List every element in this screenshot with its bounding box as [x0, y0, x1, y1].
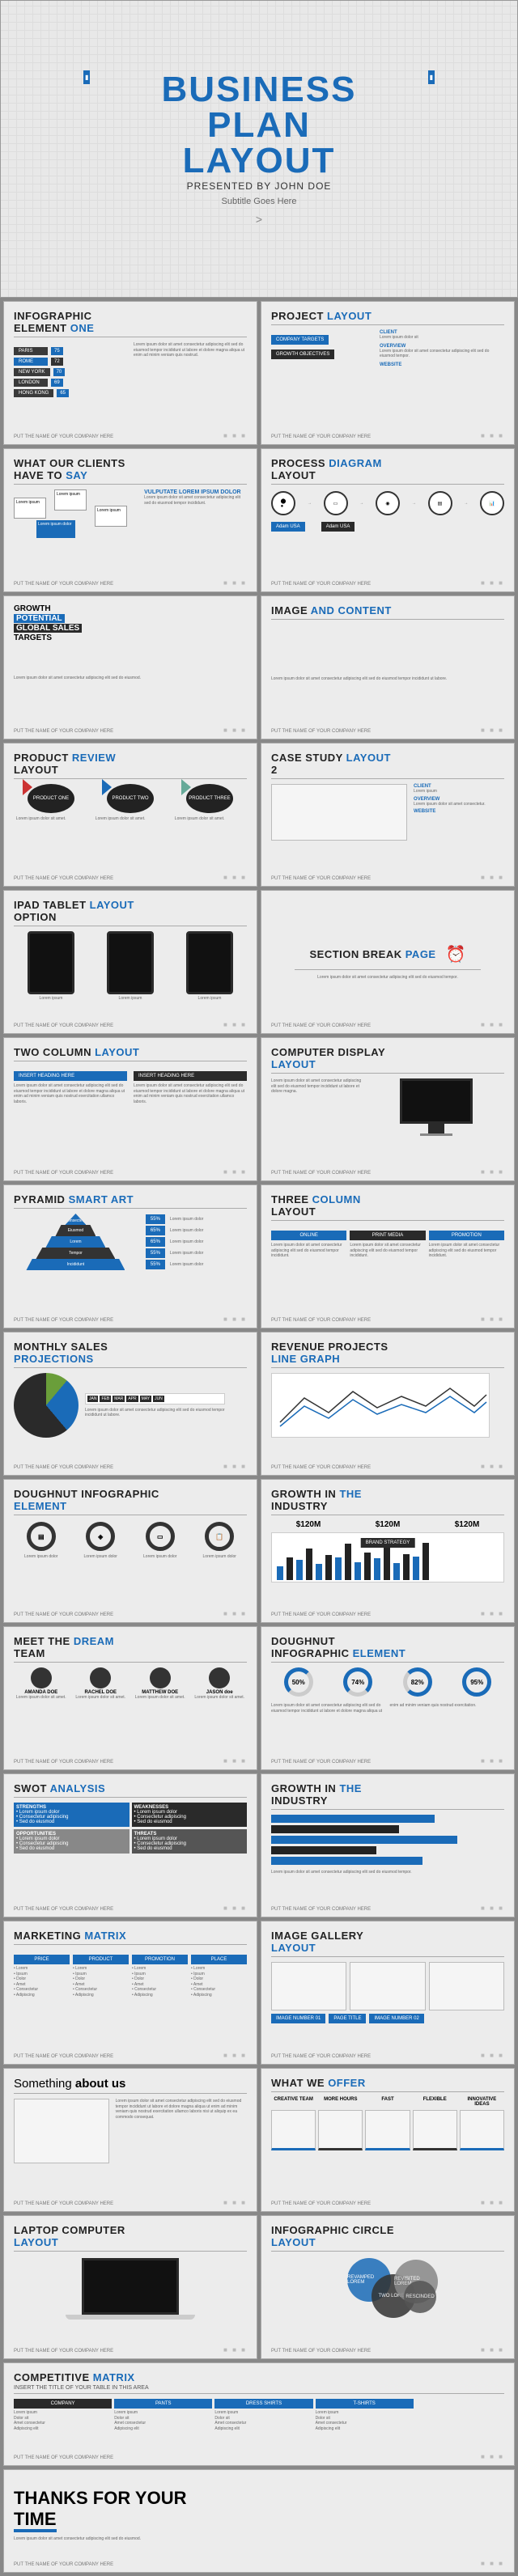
slide-pyramid[interactable]: PYRAMID SMART ART Consectetur Eiusmod Lo…	[3, 1184, 257, 1328]
laptop-icon	[14, 2258, 247, 2320]
donut-row: ▤◈▭📋	[14, 1522, 247, 1551]
callout: VULPUTATE LOREM IPSUM DOLOR	[144, 489, 247, 495]
slide-clients-say[interactable]: WHAT OUR CLIENTSHAVE TO SAY Lorem ipsum …	[3, 448, 257, 592]
hero-presenter: PRESENTED BY JOHN DOE	[187, 180, 332, 192]
team-row: AMANDA DOELorem ipsum dolor sit amet. RA…	[14, 1667, 247, 1701]
swot-grid: STRENGTHS• Lorem ipsum dolor• Consectetu…	[14, 1803, 247, 1854]
slide-thanks[interactable]: THANKS FOR YOURTIME Lorem ipsum dolor si…	[3, 2469, 515, 2573]
monitor-icon	[368, 1078, 504, 1136]
bar-label: PARIS	[14, 347, 48, 355]
hero-title-3: LAYOUT	[183, 143, 336, 179]
tag: GROWTH OBJECTIVES	[271, 350, 334, 359]
pie-chart	[14, 1373, 79, 1438]
table-subtitle: INSERT THE TITLE OF YOUR TABLE IN THIS A…	[14, 2385, 504, 2391]
hero-title-2: PLAN	[207, 108, 311, 143]
t: ONE	[70, 322, 95, 334]
t: LAYOUT	[327, 310, 372, 322]
slide-doughnut-percent[interactable]: DOUGHNUTINFOGRAPHIC ELEMENT 50% 74% 82% …	[261, 1626, 515, 1770]
page-dots: ■ ■ ■	[223, 432, 247, 439]
grouped-bar-chart: BRAND STRATEGY	[271, 1532, 504, 1582]
clock-icon: ⏰	[446, 944, 466, 964]
tag: Adam USA	[271, 522, 305, 532]
accent-mark: ▮	[83, 70, 90, 84]
slide-grid: INFOGRAPHICELEMENT ONE PARIS75 ROME72 NE…	[0, 298, 518, 2576]
slide-case-study[interactable]: CASE STUDY LAYOUT2 CLIENTLorem ipsum OVE…	[261, 743, 515, 887]
accent-mark: ▮	[428, 70, 435, 84]
image-placeholder	[14, 2099, 109, 2163]
slide-computer-display[interactable]: COMPUTER DISPLAYLAYOUT Lorem ipsum dolor…	[261, 1037, 515, 1181]
hbar-chart	[271, 1815, 504, 1865]
slide-swot[interactable]: SWOT ANALYSIS STRENGTHS• Lorem ipsum dol…	[3, 1773, 257, 1917]
slide-footer: PUT THE NAME OF YOUR COMPANY HERE	[14, 434, 113, 439]
slide-doughnut-element[interactable]: DOUGHNUT INFOGRAPHICELEMENT ▤◈▭📋 Lorem i…	[3, 1479, 257, 1623]
product-ovals: PRODUCT ONE PRODUCT TWO PRODUCT THREE	[14, 784, 247, 813]
slide-about-us[interactable]: Something about us Lorem ipsum dolor sit…	[3, 2068, 257, 2212]
venn-diagram: REVAMPED LOREM TWO LOREM REVISITED LOREM…	[331, 2258, 444, 2323]
h: WEBSITE	[380, 362, 504, 367]
month-cells: JANFEBMARAPRMAYJUN	[85, 1393, 225, 1405]
tablets: Lorem ipsum Lorem ipsum Lorem ipsum	[14, 931, 247, 1002]
tag: Adam USA	[321, 522, 355, 532]
offer-row: CREATIVE TEAM MORE HOURS FAST FLEXIBLE I…	[271, 2097, 504, 2107]
body-text: Lorem ipsum dolor sit amet consectetur a…	[134, 342, 247, 397]
slide-competitive-matrix[interactable]: COMPETITIVE MATRIX INSERT THE TITLE OF Y…	[3, 2362, 515, 2466]
gallery-row	[271, 1962, 504, 2010]
slide-infographic-one[interactable]: INFOGRAPHICELEMENT ONE PARIS75 ROME72 NE…	[3, 301, 257, 445]
slide-process-diagram[interactable]: PROCESS DIAGRAMLAYOUT ⬤●→ ▭→ ◉→ ▤→ 📊 Ada…	[261, 448, 515, 592]
process-row: ⬤●→ ▭→ ◉→ ▤→ 📊	[271, 491, 504, 515]
tag: COMPANY TARGETS	[271, 335, 329, 345]
slide-three-column[interactable]: THREE COLUMNLAYOUT ONLINELorem ipsum dol…	[261, 1184, 515, 1328]
slide-two-column[interactable]: TWO COLUMN LAYOUT INSERT HEADING HERELor…	[3, 1037, 257, 1181]
diagram: Lorem ipsum Lorem ipsum Lorem ipsum dolo…	[14, 489, 139, 546]
slide-growth-hbars[interactable]: GROWTH IN THEINDUSTRY Lorem ipsum dolor …	[261, 1773, 515, 1917]
col-head: INSERT HEADING HERE	[134, 1071, 247, 1081]
pyramid-chart: Consectetur Eiusmod Lorem Tempor Incidid…	[14, 1214, 138, 1270]
slide-ipad-layout[interactable]: IPAD TABLET LAYOUTOPTION Lorem ipsum Lor…	[3, 890, 257, 1034]
slide-product-review[interactable]: PRODUCT REVIEWLAYOUT PRODUCT ONE PRODUCT…	[3, 743, 257, 887]
hero-title-1: BUSINESS	[162, 72, 357, 108]
t: INFOGRAPHIC	[14, 310, 92, 322]
slide-image-gallery[interactable]: IMAGE GALLERYLAYOUT IMAGE NUMBER 01 PAGE…	[261, 1921, 515, 2065]
col-head: INSERT HEADING HERE	[14, 1071, 127, 1081]
t: ELEMENT	[14, 322, 70, 334]
slide-section-break[interactable]: SECTION BREAK PAGE ⏰ Lorem ipsum dolor s…	[261, 890, 515, 1034]
title-slide: ▮ ▮ BUSINESS PLAN LAYOUT PRESENTED BY JO…	[0, 0, 518, 298]
slide-growth-potential[interactable]: GROWTH POTENTIAL GLOBAL SALES TARGETS Lo…	[3, 595, 257, 739]
t: PROJECT	[271, 310, 327, 322]
slide-growth-industry-bars[interactable]: GROWTH IN THEINDUSTRY $120M $120M $120M …	[261, 1479, 515, 1623]
slide-project-layout[interactable]: PROJECT LAYOUT COMPANY TARGETS GROWTH OB…	[261, 301, 515, 445]
slide-monthly-sales[interactable]: MONTHLY SALESPROJECTIONS JANFEBMARAPRMAY…	[3, 1332, 257, 1476]
slide-revenue-line[interactable]: REVENUE PROJECTSLINE GRAPH PUT THE NAME …	[261, 1332, 515, 1476]
slide-footer: PUT THE NAME OF YOUR COMPANY HERE	[271, 434, 371, 439]
slide-image-content[interactable]: IMAGE AND CONTENT Lorem ipsum dolor sit …	[261, 595, 515, 739]
hero-subtitle: Subtitle Goes Here	[222, 197, 297, 206]
donut-percents: 50% 74% 82% 95%	[271, 1667, 504, 1697]
slide-infographic-circle[interactable]: INFOGRAPHIC CIRCLELAYOUT REVAMPED LOREM …	[261, 2215, 515, 2359]
slide-laptop[interactable]: LAPTOP COMPUTERLAYOUT PUT THE NAME OF YO…	[3, 2215, 257, 2359]
slide-marketing-matrix[interactable]: MARKETING MATRIX PRICE• Lorem• Ipsum• Do…	[3, 1921, 257, 2065]
line-chart	[271, 1373, 490, 1438]
slide-dream-team[interactable]: MEET THE DREAMTEAM AMANDA DOELorem ipsum…	[3, 1626, 257, 1770]
city-bars: PARIS75 ROME72 NEW YORK70 LONDON69 HONG …	[14, 347, 127, 397]
chevron-down-icon: >	[256, 213, 262, 226]
slide-what-we-offer[interactable]: WHAT WE OFFER CREATIVE TEAM MORE HOURS F…	[261, 2068, 515, 2212]
image-placeholder	[271, 784, 407, 841]
